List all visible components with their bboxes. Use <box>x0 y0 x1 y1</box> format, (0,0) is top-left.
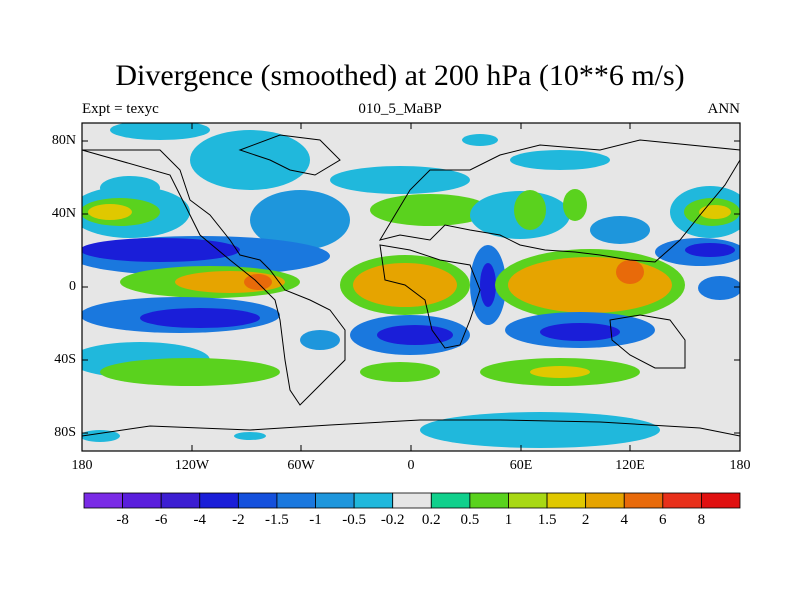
colorbar-box <box>315 492 355 509</box>
colorbar-box <box>276 492 316 509</box>
colorbar-box <box>546 492 587 509</box>
case-label: 010_5_MaBP <box>358 101 442 117</box>
y-tick-label: 0 <box>69 279 76 294</box>
colorbar-label: -6 <box>154 512 168 528</box>
tropical-field <box>685 243 735 257</box>
high-lat-field <box>110 123 210 140</box>
x-tick-label: 60E <box>509 458 533 473</box>
x-tick-label: 180 <box>71 458 93 473</box>
colorbar-label: -8 <box>116 512 129 528</box>
sh-subtropical-field <box>140 308 260 328</box>
antarctic-field <box>234 432 266 440</box>
high-lat-field <box>462 134 498 146</box>
greenland-outline <box>238 134 341 176</box>
colorbar-box <box>430 492 471 509</box>
tropical-field <box>82 238 240 262</box>
sh-midlat-field <box>530 366 590 378</box>
colorbar-label: -1 <box>309 512 322 528</box>
nh-midlat-field <box>370 194 490 226</box>
antarctica-outline <box>81 419 741 437</box>
colorbar-label: -0.5 <box>342 512 366 528</box>
colorbar-box <box>469 492 509 509</box>
x-tick-label: 60W <box>287 458 315 473</box>
australia-outline <box>609 314 686 369</box>
sh-midlat-field <box>360 362 440 382</box>
colorbar-label: 0.2 <box>421 512 441 528</box>
nh-midlat-field <box>590 216 650 244</box>
sh-midlat-field <box>100 358 280 386</box>
experiment-label: Expt = texyc <box>82 101 159 117</box>
coastlines <box>81 134 741 437</box>
americas-outline <box>81 149 346 406</box>
colorbar-label: 8 <box>697 512 706 528</box>
colorbar-box <box>662 492 702 509</box>
tropical-field <box>616 260 644 284</box>
nh-midlat-field <box>88 204 132 220</box>
colorbar-label: 1.5 <box>537 512 557 528</box>
x-tick-label: 0 <box>407 458 415 473</box>
colorbar-box <box>83 492 123 509</box>
nh-midlat-field <box>514 190 546 230</box>
y-tick-label: 40N <box>51 206 76 221</box>
colorbar-label: 0.5 <box>460 512 480 528</box>
colorbar-label: -0.2 <box>380 512 405 528</box>
sh-subtropical-field <box>377 325 453 345</box>
x-tick-label: 120W <box>174 458 210 473</box>
high-lat-field <box>330 166 470 194</box>
colorbar-box <box>701 492 741 509</box>
colorbar-box <box>508 492 548 509</box>
season-label: ANN <box>707 101 741 117</box>
colorbar-label: 4 <box>620 512 628 528</box>
colorbar-label: 6 <box>659 512 667 528</box>
colorbar-box <box>392 492 432 509</box>
eurasia-outline <box>378 139 741 263</box>
colorbar-box <box>160 492 201 509</box>
colorbar-label: 2 <box>581 512 590 528</box>
antarctic-field <box>82 430 120 442</box>
colorbar-label: -2 <box>232 512 245 528</box>
colorbar-box <box>585 492 625 509</box>
nh-midlat-field <box>563 189 587 221</box>
tropical-field <box>480 263 496 307</box>
tropical-field <box>698 276 740 300</box>
plot-title: Divergence (smoothed) at 200 hPa (10**6 … <box>115 59 685 92</box>
colorbar-label: 1 <box>504 512 513 528</box>
high-lat-field <box>510 150 610 170</box>
y-tick-label: 80S <box>54 425 76 440</box>
nh-midlat-field <box>250 190 350 250</box>
colorbar-box <box>353 492 394 509</box>
map-fields <box>82 123 740 451</box>
high-lat-field <box>190 130 310 190</box>
colorbar-box <box>199 492 239 509</box>
southern-ocean-field <box>420 412 660 448</box>
sh-midlat-field <box>300 330 340 350</box>
colorbar-boxes <box>83 492 741 509</box>
colorbar-label: -4 <box>193 512 207 528</box>
colorbar-box <box>237 492 278 509</box>
colorbar-box <box>122 492 162 509</box>
axis-ticks <box>81 123 741 451</box>
colorbar-box <box>623 492 664 509</box>
tropical-field <box>244 274 272 290</box>
x-tick-label: 120E <box>615 458 645 473</box>
africa-outline <box>379 244 481 349</box>
colorbar-label: -1.5 <box>265 512 289 528</box>
x-tick-label: 180 <box>729 458 751 473</box>
sh-subtropical-field <box>540 323 620 341</box>
y-tick-label: 80N <box>51 133 76 148</box>
y-tick-label: 40S <box>54 352 76 367</box>
nh-midlat-field <box>699 205 731 219</box>
